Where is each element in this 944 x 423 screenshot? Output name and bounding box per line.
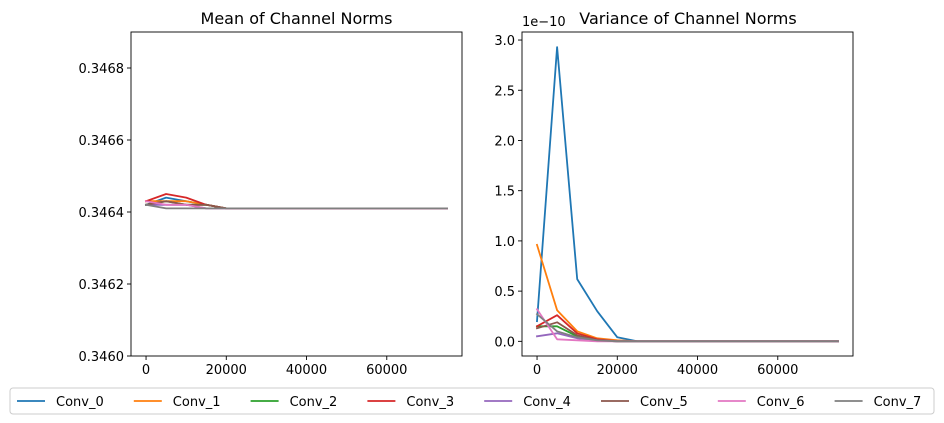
axes-frame: [521, 31, 854, 357]
x-tick-label: 60000: [757, 363, 798, 378]
legend-item: Conv_5: [601, 395, 688, 410]
chart-title: Mean of Channel Norms: [201, 9, 393, 28]
legend-item: Conv_1: [133, 395, 221, 410]
x-tick-label: 60000: [366, 363, 407, 378]
legend-item: Conv_7: [834, 395, 922, 410]
legend-label: Conv_3: [406, 395, 454, 410]
legend-item: Conv_3: [367, 395, 454, 410]
legend-label: Conv_7: [874, 395, 922, 410]
y-scale-label: 1e−10: [522, 15, 566, 30]
ticks: 0 20000 40000 60000 0.3460 0.3462 0.3464 0.3466…: [79, 62, 408, 378]
y-tick-label: 1.5: [494, 185, 515, 200]
y-tick-label: 3.0: [494, 34, 515, 49]
legend-label: Conv_5: [640, 395, 688, 410]
legend-label: Conv_0: [56, 395, 104, 410]
legend-item: Conv_6: [717, 395, 805, 410]
legend-item: Conv_2: [250, 395, 338, 410]
x-tick-label: 20000: [206, 363, 247, 378]
y-tick-label: 0.0: [494, 335, 515, 350]
legend-label: Conv_2: [290, 395, 338, 410]
legend-frame: [9, 387, 935, 415]
legend-label: Conv_1: [173, 395, 221, 410]
plot-lines: [535, 46, 839, 343]
axes-frame: [130, 31, 463, 357]
plot-lines: [144, 193, 448, 210]
legend: Conv_0 Conv_1 Conv_2 Conv_3 Conv_4 Conv_5 Conv…: [9, 387, 935, 415]
x-tick-label: 0: [533, 363, 541, 378]
mean-channel-norms-chart: Mean of Channel Norms 0 20000 40000 60000 0.…: [79, 9, 463, 378]
x-tick-label: 40000: [677, 363, 718, 378]
y-tick-label: 2.5: [494, 84, 515, 99]
legend-label: Conv_6: [757, 395, 805, 410]
chart-title: Variance of Channel Norms: [579, 9, 796, 28]
legend-items: Conv_0 Conv_1 Conv_2 Conv_3 Conv_4 Conv_5 Conv…: [17, 395, 921, 410]
y-tick-label: 0.3462: [79, 278, 125, 293]
x-tick-label: 40000: [286, 363, 327, 378]
x-tick-label: 20000: [597, 363, 638, 378]
y-tick-label: 0.3460: [79, 350, 125, 365]
y-tick-label: 0.3466: [79, 134, 125, 149]
legend-item: Conv_4: [484, 395, 571, 410]
ticks: 0 20000 40000 60000 0.0 0.5 1.0 1.5 2.0 2.5 3.0: [494, 34, 798, 378]
x-tick-label: 0: [142, 363, 150, 378]
y-tick-label: 0.3468: [79, 62, 125, 77]
legend-item: Conv_0: [17, 395, 104, 410]
legend-label: Conv_4: [523, 395, 571, 410]
y-tick-label: 0.5: [494, 285, 515, 300]
variance-channel-norms-chart: Variance of Channel Norms 1e−10 0 20000 40…: [494, 9, 854, 378]
y-tick-label: 0.3464: [79, 206, 125, 221]
series-line-conv-7: [144, 203, 448, 210]
series-line-conv-7: [535, 312, 839, 343]
y-tick-label: 1.0: [494, 235, 515, 250]
y-tick-label: 2.0: [494, 134, 515, 149]
